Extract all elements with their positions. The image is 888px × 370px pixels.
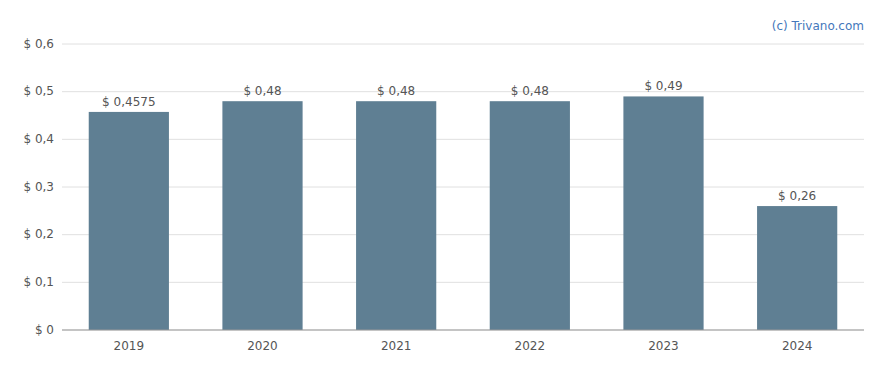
grid-line: [62, 139, 864, 140]
y-grid: [62, 44, 864, 330]
x-axis: 2019 2020 2021 2022 2023 2024: [114, 339, 813, 353]
bar: [356, 101, 436, 330]
x-tick-label: 2021: [381, 339, 412, 353]
x-tick-label: 2019: [114, 339, 145, 353]
x-axis-line: [62, 330, 864, 331]
y-tick-label: $ 0,6: [23, 37, 54, 51]
grid-line: [62, 282, 864, 283]
bars: [89, 96, 838, 330]
bar: [623, 96, 703, 330]
x-tick-label: 2023: [648, 339, 679, 353]
watermark: (c) Trivano.com: [772, 19, 864, 33]
y-tick-label: $ 0,5: [23, 84, 54, 98]
x-tick-label: 2024: [782, 339, 813, 353]
bar: [490, 101, 570, 330]
y-tick-label: $ 0,4: [23, 132, 54, 146]
grid-line: [62, 330, 864, 331]
grid-line: [62, 91, 864, 92]
chart-svg: $ 0 $ 0,1 $ 0,2 $ 0,3 $ 0,4 $ 0,5 $ 0,6 2019 202…: [0, 0, 888, 370]
data-label: $ 0,49: [644, 79, 682, 93]
data-label: $ 0,48: [511, 84, 549, 98]
y-axis: $ 0 $ 0,1 $ 0,2 $ 0,3 $ 0,4 $ 0,5 $ 0,6: [23, 37, 54, 337]
data-label: $ 0,48: [377, 84, 415, 98]
grid-line: [62, 44, 864, 45]
data-label: $ 0,26: [778, 189, 816, 203]
chart-container: $ 0 $ 0,1 $ 0,2 $ 0,3 $ 0,4 $ 0,5 $ 0,6 2019 202…: [0, 0, 888, 370]
grid-line: [62, 234, 864, 235]
grid-line: [62, 187, 864, 188]
data-label: $ 0,48: [243, 84, 281, 98]
y-tick-label: $ 0: [35, 323, 54, 337]
bar: [222, 101, 302, 330]
data-labels: $ 0,4575 $ 0,48 $ 0,48 $ 0,48 $ 0,49 $ 0,26: [102, 79, 816, 203]
y-tick-label: $ 0,2: [23, 227, 54, 241]
y-tick-label: $ 0,3: [23, 180, 54, 194]
x-tick-label: 2020: [247, 339, 278, 353]
bar: [89, 112, 169, 330]
y-tick-label: $ 0,1: [23, 275, 54, 289]
bar: [757, 206, 837, 330]
x-tick-label: 2022: [515, 339, 546, 353]
data-label: $ 0,4575: [102, 95, 155, 109]
